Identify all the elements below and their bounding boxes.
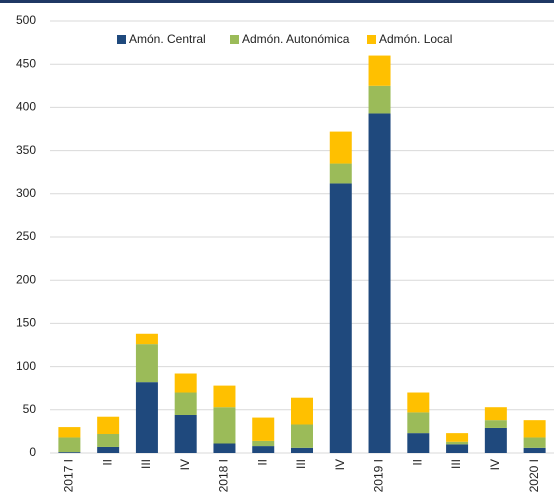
legend-swatch <box>367 35 376 44</box>
bar-segment <box>58 427 81 438</box>
bar-segment <box>368 85 391 114</box>
y-tick-label: 350 <box>16 143 36 157</box>
bar-segment <box>407 433 430 453</box>
y-tick-label: 0 <box>29 445 36 459</box>
bar-segment <box>252 440 275 447</box>
bar-segment <box>213 407 236 444</box>
x-tick-label: IV <box>333 459 347 470</box>
bar-segment <box>368 55 391 86</box>
bar-segment <box>446 441 469 445</box>
bar-segment <box>58 437 81 453</box>
bar-segment <box>97 416 120 434</box>
bar-segment <box>58 452 81 453</box>
bar-segment <box>97 433 120 447</box>
y-tick-label: 250 <box>16 229 36 243</box>
bar-segment <box>446 444 469 453</box>
bar-segment <box>329 163 352 184</box>
bar-segment <box>213 385 236 408</box>
bar-segment <box>135 333 158 345</box>
bar-segment <box>97 446 120 453</box>
y-tick-label: 200 <box>16 272 36 286</box>
bar-segment <box>484 427 507 453</box>
bar-segment <box>407 392 430 413</box>
legend-swatch <box>117 35 126 44</box>
x-tick-label: IV <box>488 459 502 470</box>
x-tick-label: 2020 I <box>527 459 541 492</box>
x-tick-label: IV <box>178 459 192 470</box>
x-tick-label: III <box>294 459 308 469</box>
legend-label: Amón. Central <box>129 32 206 46</box>
bar-segment <box>135 344 158 383</box>
bar-segment <box>252 417 275 441</box>
bar-segment <box>484 407 507 421</box>
y-tick-label: 400 <box>16 100 36 114</box>
bar-segment <box>407 412 430 434</box>
y-tick-label: 450 <box>16 56 36 70</box>
bar-segment <box>291 447 313 453</box>
x-tick-label: 2018 I <box>217 459 231 492</box>
x-tick-label: III <box>449 459 463 469</box>
legend-swatch <box>230 35 239 44</box>
y-tick-label: 100 <box>16 359 36 373</box>
legend-label: Admón. Autonómica <box>242 32 350 46</box>
bar-segment <box>523 447 546 453</box>
bar-segment <box>368 113 391 453</box>
bar-segment <box>291 424 313 448</box>
bar-segment <box>329 131 352 164</box>
bar-segment <box>523 437 546 448</box>
legend-label: Admón. Local <box>379 32 452 46</box>
y-tick-label: 500 <box>16 13 36 27</box>
x-tick-label: II <box>410 459 424 466</box>
x-tick-label: 2019 I <box>372 459 386 492</box>
bar-segment <box>252 446 275 453</box>
bar-segment <box>523 420 546 438</box>
bar-segment <box>329 183 352 453</box>
x-tick-label: II <box>255 459 269 466</box>
x-tick-label: II <box>100 459 114 466</box>
y-tick-label: 300 <box>16 186 36 200</box>
bar-segment <box>174 392 197 415</box>
y-tick-label: 50 <box>23 402 37 416</box>
bar-segment <box>135 382 158 453</box>
bar-segment <box>174 373 197 393</box>
bar-segment <box>446 433 469 442</box>
y-tick-label: 150 <box>16 316 36 330</box>
bar-segment <box>291 397 313 425</box>
top-border <box>0 0 554 3</box>
x-tick-label: III <box>139 459 153 469</box>
bar-segment <box>174 414 197 453</box>
bar-segment <box>484 420 507 428</box>
x-tick-label: 2017 I <box>62 459 76 492</box>
bar-segment <box>213 443 236 453</box>
